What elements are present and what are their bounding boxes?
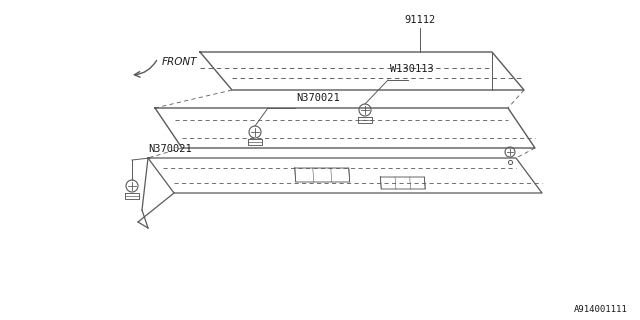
Text: A914001111: A914001111: [574, 305, 628, 314]
Text: N370021: N370021: [296, 93, 340, 103]
Text: FRONT: FRONT: [162, 57, 198, 67]
Text: 91112: 91112: [404, 15, 436, 25]
Text: N370021: N370021: [148, 144, 192, 154]
Text: W130113: W130113: [390, 64, 434, 74]
